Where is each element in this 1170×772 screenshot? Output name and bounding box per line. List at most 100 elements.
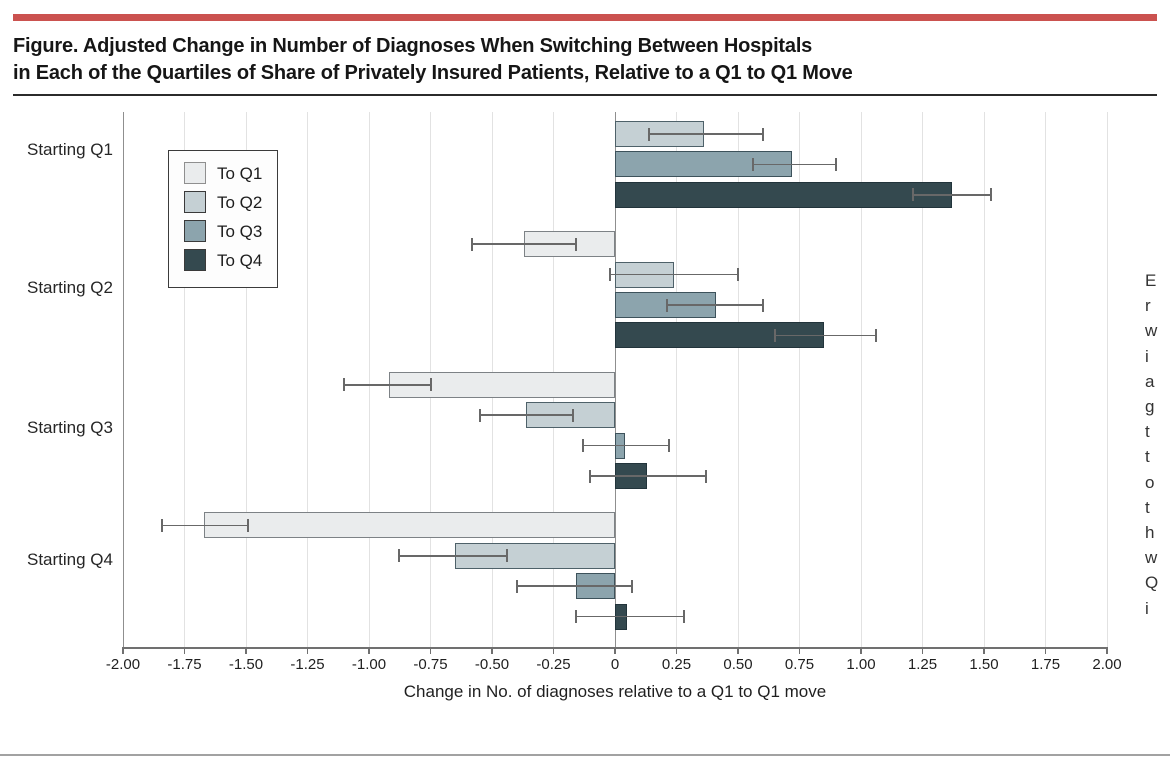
error-bar-cap bbox=[648, 127, 651, 141]
error-bar-cap bbox=[761, 127, 764, 141]
side-caption-line-fragment: w bbox=[1145, 548, 1158, 568]
gridline bbox=[1106, 112, 1108, 647]
error-bar-cap bbox=[911, 188, 914, 202]
error-bar-cap bbox=[665, 298, 668, 312]
side-caption-line-fragment: E bbox=[1145, 271, 1157, 290]
gridline bbox=[245, 112, 247, 647]
x-tick-label: 2.00 bbox=[1092, 656, 1122, 673]
figure-title-line2: in Each of the Quartiles of Share of Pri… bbox=[13, 62, 853, 84]
x-tick-label: 1.50 bbox=[969, 656, 999, 673]
error-bar bbox=[590, 475, 706, 477]
gridline bbox=[122, 112, 124, 647]
category-label: Starting Q2 bbox=[27, 278, 113, 297]
side-caption-line-fragment: t bbox=[1145, 422, 1150, 442]
error-bar-cap bbox=[589, 469, 592, 483]
gridline bbox=[184, 112, 185, 647]
category-label: Starting Q3 bbox=[27, 418, 113, 437]
x-tick-mark bbox=[368, 648, 370, 654]
error-bar-cap bbox=[835, 157, 838, 171]
error-bar bbox=[516, 585, 633, 587]
error-bar-cap bbox=[505, 549, 508, 563]
error-bar-cap bbox=[574, 237, 577, 251]
x-tick-mark bbox=[860, 648, 862, 654]
error-bar-cap bbox=[990, 188, 993, 202]
x-tick-mark bbox=[921, 648, 924, 654]
legend-swatch bbox=[184, 191, 206, 213]
side-caption-line-fragment: h bbox=[1145, 523, 1155, 543]
x-tick-mark bbox=[491, 648, 493, 654]
x-tick-mark bbox=[183, 648, 186, 654]
error-bar-cap bbox=[737, 268, 739, 282]
gridline bbox=[737, 112, 739, 647]
error-bar-cap bbox=[572, 408, 575, 422]
error-bar-cap bbox=[874, 328, 877, 342]
x-tick-mark bbox=[614, 648, 616, 654]
side-caption-line-fragment: o bbox=[1145, 472, 1155, 492]
legend-label: To Q4 bbox=[217, 251, 263, 270]
error-bar bbox=[583, 444, 670, 447]
x-tick-label: 0 bbox=[610, 656, 620, 673]
legend-swatch bbox=[184, 220, 206, 242]
x-tick-label: -2.00 bbox=[105, 656, 141, 673]
error-bar-cap bbox=[705, 469, 708, 483]
chart-legend: To Q1 To Q2 To Q3 To Q4 bbox=[168, 150, 278, 288]
error-bar-cap bbox=[773, 328, 776, 342]
legend-swatch bbox=[184, 249, 206, 271]
category-label: Starting Q1 bbox=[27, 140, 113, 159]
legend-swatch bbox=[184, 162, 206, 184]
error-bar-cap bbox=[161, 518, 164, 532]
side-caption-line-fragment: i bbox=[1145, 346, 1149, 366]
x-tick-label: 1.25 bbox=[907, 656, 938, 673]
error-bar bbox=[649, 133, 763, 135]
x-axis-line bbox=[122, 647, 1108, 649]
x-tick-label: -1.25 bbox=[290, 656, 325, 673]
x-tick-mark bbox=[245, 648, 247, 654]
error-bar bbox=[344, 384, 431, 386]
side-caption-line-fragment: Q bbox=[1145, 573, 1159, 593]
gridline bbox=[1045, 112, 1046, 647]
x-tick-label: -1.00 bbox=[351, 656, 387, 673]
error-bar-cap bbox=[761, 298, 764, 312]
legend-label: To Q3 bbox=[217, 222, 263, 241]
x-tick-mark bbox=[983, 648, 985, 654]
error-bar bbox=[752, 163, 837, 166]
category-label: Starting Q4 bbox=[27, 550, 113, 569]
x-tick-label: -1.75 bbox=[167, 656, 202, 673]
x-tick-label: 0.25 bbox=[661, 656, 692, 673]
bar-to-q1 bbox=[204, 512, 615, 539]
error-bar-cap bbox=[471, 237, 474, 251]
x-tick-label: 1.00 bbox=[846, 656, 876, 673]
figure-title: Figure. Adjusted Change in Number of Dia… bbox=[13, 33, 1163, 87]
accent-bar bbox=[13, 14, 1157, 21]
error-bar bbox=[774, 334, 876, 337]
x-tick-label: 1.75 bbox=[1030, 656, 1061, 673]
error-bar bbox=[666, 304, 763, 306]
error-bar-cap bbox=[343, 378, 346, 392]
error-bar-cap bbox=[478, 408, 481, 422]
x-tick-mark bbox=[306, 648, 309, 654]
error-bar-cap bbox=[515, 579, 518, 593]
side-caption-line-fragment: i bbox=[1145, 598, 1149, 618]
side-caption-line-fragment: t bbox=[1145, 447, 1150, 467]
error-bar-cap bbox=[682, 610, 685, 624]
title-divider bbox=[13, 94, 1157, 96]
gridline bbox=[860, 112, 862, 647]
gridline bbox=[676, 112, 677, 647]
x-tick-mark bbox=[675, 648, 678, 654]
error-bar bbox=[912, 194, 992, 196]
side-caption-line-fragment: w bbox=[1145, 321, 1158, 341]
gridline bbox=[799, 112, 800, 647]
side-caption-line-fragment: r bbox=[1145, 296, 1151, 316]
x-tick-label: 0.75 bbox=[784, 656, 815, 673]
x-tick-label: -0.75 bbox=[413, 656, 448, 673]
error-bar bbox=[610, 273, 738, 276]
gridline bbox=[922, 112, 923, 647]
error-bar bbox=[162, 524, 249, 527]
error-bar-cap bbox=[429, 378, 432, 392]
bottom-divider bbox=[0, 754, 1170, 756]
error-bar-cap bbox=[247, 518, 250, 532]
x-tick-label: 0.50 bbox=[723, 656, 753, 673]
gridline bbox=[983, 112, 985, 647]
